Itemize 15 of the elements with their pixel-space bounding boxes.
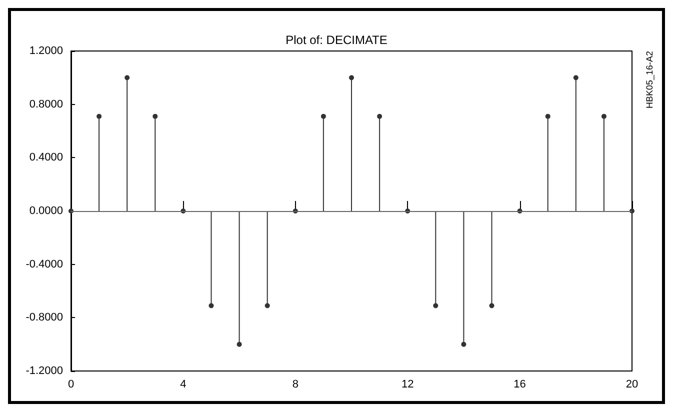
y-tick-label: 1.2000 <box>29 45 63 57</box>
y-tick-label: -0.8000 <box>26 312 63 324</box>
y-tick-label: -1.2000 <box>26 365 63 377</box>
y-tick-label: 0.0000 <box>29 205 63 217</box>
x-tick-label: 12 <box>401 378 414 390</box>
text: HBK05_16-A2 <box>644 50 654 109</box>
y-tick-label: -0.4000 <box>26 258 63 270</box>
x-tick-label: 20 <box>626 378 638 390</box>
x-tick-label: 4 <box>180 378 186 390</box>
y-tick-label: 0.4000 <box>29 152 63 164</box>
chart-title: Plot of: DECIMATE <box>286 33 388 47</box>
x-tick-label: 8 <box>292 378 298 390</box>
y-tick-label: 0.8000 <box>29 98 63 110</box>
x-tick-label: 0 <box>68 378 74 390</box>
x-tick-label: 16 <box>514 378 526 390</box>
